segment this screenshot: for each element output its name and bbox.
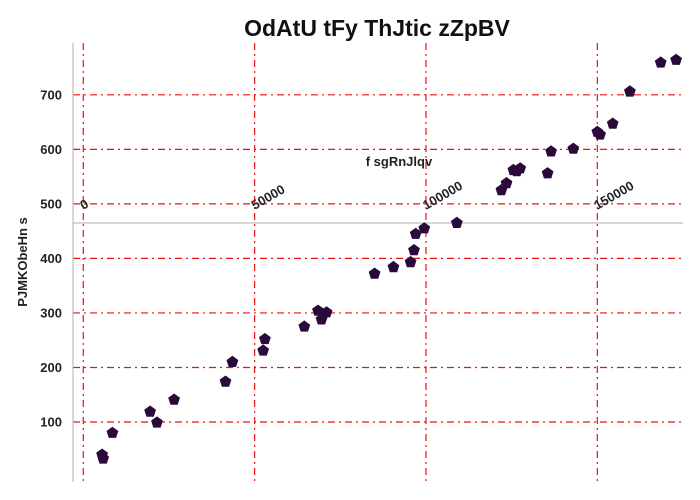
y-tick-label: 100: [40, 415, 62, 430]
data-point: [670, 53, 682, 65]
data-point: [500, 177, 513, 189]
data-point: [97, 452, 110, 464]
data-point: [259, 332, 271, 345]
data-point: [387, 260, 400, 273]
y-tick-label: 400: [40, 251, 62, 266]
y-axis-ticks: 100 200 300 400 500 600 700: [40, 87, 62, 429]
x-tick-label: 100000: [420, 178, 465, 213]
data-point: [541, 167, 554, 179]
y-tick-label: 500: [40, 196, 62, 211]
data-point: [450, 216, 463, 228]
data-points: [96, 53, 682, 464]
y-tick-label: 700: [40, 87, 62, 102]
y-axis-label: PJMKObeHn s: [15, 217, 30, 307]
data-point: [151, 416, 163, 428]
data-point: [594, 128, 606, 140]
x-axis-label: f sgRnJlqv: [366, 154, 433, 169]
data-point: [606, 117, 619, 129]
data-point: [368, 267, 381, 279]
chart-title: OdAtU tFy ThJtic zZpBV: [244, 15, 510, 41]
data-point: [144, 405, 156, 417]
data-point: [510, 165, 523, 177]
data-point: [404, 256, 417, 268]
data-point: [226, 355, 239, 367]
data-point: [317, 308, 330, 320]
x-axis-ticks: 0 50000 100000 150000: [77, 178, 636, 213]
data-point: [409, 227, 422, 239]
y-tick-label: 600: [40, 142, 62, 157]
data-point: [624, 85, 636, 97]
data-point: [545, 145, 557, 157]
x-tick-label: 150000: [591, 178, 636, 213]
y-tick-label: 200: [40, 360, 62, 375]
data-point: [257, 344, 270, 356]
data-point: [219, 375, 232, 387]
grid: [73, 43, 683, 482]
y-tick-label: 300: [40, 305, 62, 320]
data-point: [106, 426, 119, 438]
x-tick-label: 0: [77, 196, 91, 213]
data-point: [654, 56, 667, 68]
data-point: [418, 222, 431, 234]
data-point: [567, 142, 580, 154]
x-tick-label: 50000: [249, 181, 288, 212]
data-point: [168, 393, 180, 405]
data-point: [298, 320, 311, 332]
data-point: [408, 244, 420, 256]
